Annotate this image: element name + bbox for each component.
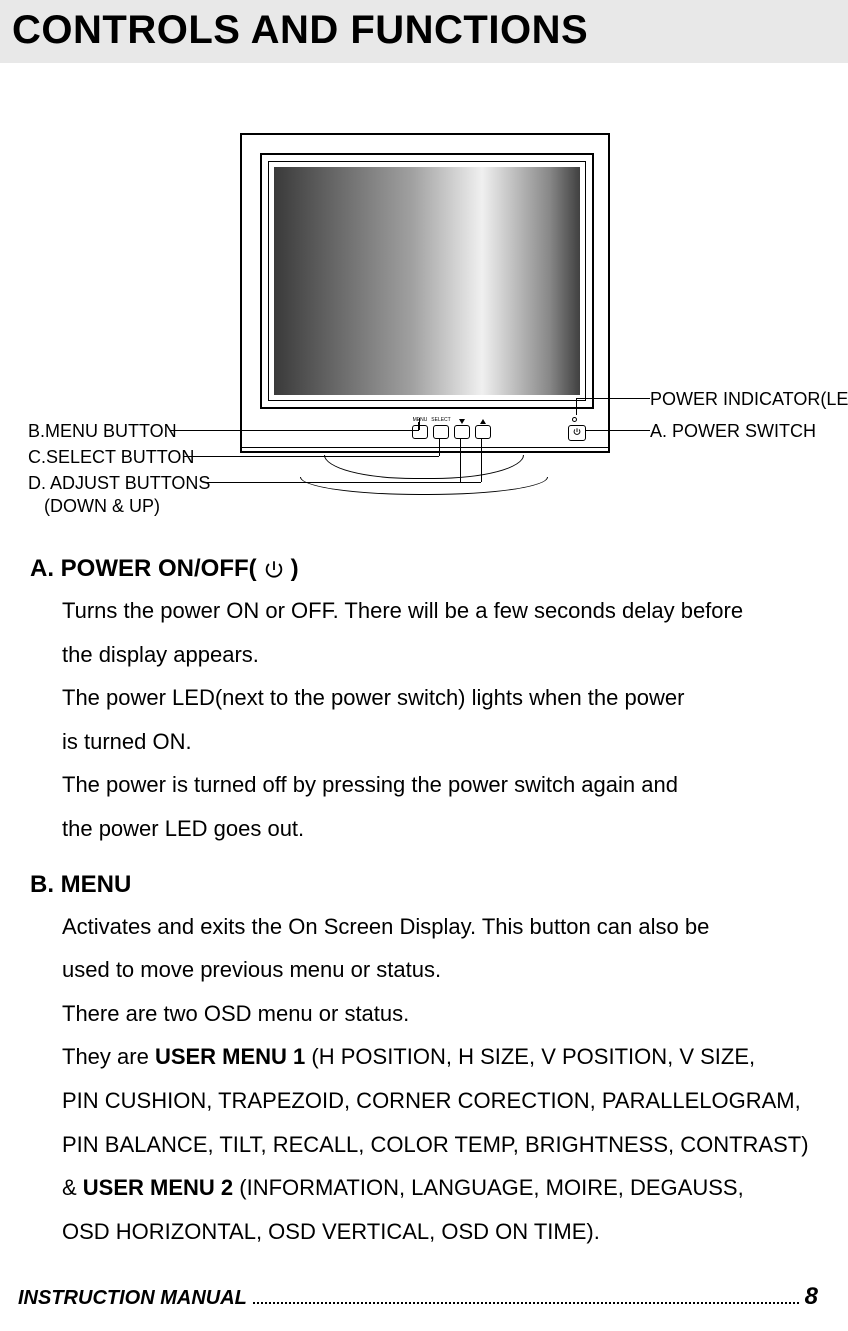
monitor-outer-case: MENU SELECT xyxy=(240,133,610,453)
section-a-line: is turned ON. xyxy=(62,722,820,762)
lead-d-v1 xyxy=(460,438,461,482)
monitor-bezel xyxy=(260,153,594,409)
section-b-heading: B. MENU xyxy=(30,871,820,899)
body-text: A. POWER ON/OFF( ) Turns the power ON or… xyxy=(30,555,820,1255)
section-b-line-usermenu1: They are USER MENU 1 (H POSITION, H SIZE… xyxy=(62,1037,820,1077)
power-led-indicator xyxy=(572,417,577,422)
monitor-screen xyxy=(274,167,580,395)
menu-button-label: MENU xyxy=(413,417,428,423)
lead-pw-h xyxy=(586,430,650,431)
lead-b-v xyxy=(418,422,419,430)
section-b-line-usermenu2: & USER MENU 2 (INFORMATION, LANGUAGE, MO… xyxy=(62,1168,820,1208)
callout-menu-button: B.MENU BUTTON xyxy=(28,420,177,443)
section-a-heading-pre: A. POWER ON/OFF( xyxy=(30,555,257,583)
callout-select-button: C.SELECT BUTTON xyxy=(28,446,194,469)
triangle-down-icon xyxy=(459,419,465,424)
section-a-line: the power LED goes out. xyxy=(62,809,820,849)
um1-post: (H POSITION, H SIZE, V POSITION, V SIZE, xyxy=(305,1044,755,1069)
section-b-line: PIN CUSHION, TRAPEZOID, CORNER CORECTION… xyxy=(62,1081,820,1121)
callout-power-switch: A. POWER SWITCH xyxy=(650,420,816,443)
page-footer: INSTRUCTION MANUAL 8 xyxy=(18,1283,818,1311)
menu-button: MENU xyxy=(412,425,428,439)
monitor-diagram: MENU SELECT B.MENU BUTTON C.SELECT xyxy=(0,63,848,503)
adjust-up-button xyxy=(475,425,491,439)
leader-menu-v xyxy=(419,418,420,430)
power-icon xyxy=(572,424,582,442)
select-button-label: SELECT xyxy=(431,417,450,423)
section-b-line: Activates and exits the On Screen Displa… xyxy=(62,907,820,947)
section-b-line: PIN BALANCE, TILT, RECALL, COLOR TEMP, B… xyxy=(62,1125,820,1165)
um1-bold: USER MENU 1 xyxy=(155,1044,305,1069)
um2-pre: & xyxy=(62,1175,83,1200)
panel-divider-line xyxy=(242,447,608,448)
triangle-up-icon xyxy=(480,419,486,424)
footer-title: INSTRUCTION MANUAL xyxy=(18,1287,247,1310)
lead-d-v2 xyxy=(481,438,482,482)
footer-page-number: 8 xyxy=(805,1283,818,1311)
power-button xyxy=(568,425,586,441)
um1-pre: They are xyxy=(62,1044,155,1069)
callout-adjust-text: D. ADJUST BUTTONS xyxy=(28,473,210,493)
select-button: SELECT xyxy=(433,425,449,439)
callout-power-led: POWER INDICATOR(LED) xyxy=(650,388,848,411)
um2-bold: USER MENU 2 xyxy=(83,1175,233,1200)
lead-led-v xyxy=(576,398,577,415)
lead-c-h xyxy=(184,456,439,457)
section-a-line: the display appears. xyxy=(62,635,820,675)
section-a-line: The power is turned off by pressing the … xyxy=(62,765,820,805)
section-b-line: OSD HORIZONTAL, OSD VERTICAL, OSD ON TIM… xyxy=(62,1212,820,1252)
section-b-line: used to move previous menu or status. xyxy=(62,950,820,990)
section-b-line: There are two OSD menu or status. xyxy=(62,994,820,1034)
callout-adjust-sub: (DOWN & UP) xyxy=(28,495,210,518)
monitor-bezel-inner xyxy=(268,161,586,401)
header-bar: CONTROLS AND FUNCTIONS xyxy=(0,0,848,63)
monitor-stand-neck xyxy=(324,455,524,479)
front-panel-buttons: MENU SELECT xyxy=(412,425,491,439)
lead-d-join xyxy=(460,482,481,483)
footer-dotted-leader xyxy=(253,1302,799,1304)
lead-d-h xyxy=(206,482,470,483)
section-a-heading: A. POWER ON/OFF( ) xyxy=(30,555,820,583)
section-a-line: The power LED(next to the power switch) … xyxy=(62,678,820,718)
um2-post: (INFORMATION, LANGUAGE, MOIRE, DEGAUSS, xyxy=(233,1175,744,1200)
power-icon xyxy=(263,555,285,583)
lead-c-v xyxy=(439,438,440,456)
section-a-line: Turns the power ON or OFF. There will be… xyxy=(62,591,820,631)
page-title: CONTROLS AND FUNCTIONS xyxy=(12,8,836,53)
lead-b-h xyxy=(170,430,419,431)
adjust-down-button xyxy=(454,425,470,439)
section-a-heading-post: ) xyxy=(291,555,299,583)
monitor-stand-base xyxy=(300,477,548,495)
lead-led-h xyxy=(576,398,650,399)
callout-adjust-buttons: D. ADJUST BUTTONS (DOWN & UP) xyxy=(28,472,210,517)
